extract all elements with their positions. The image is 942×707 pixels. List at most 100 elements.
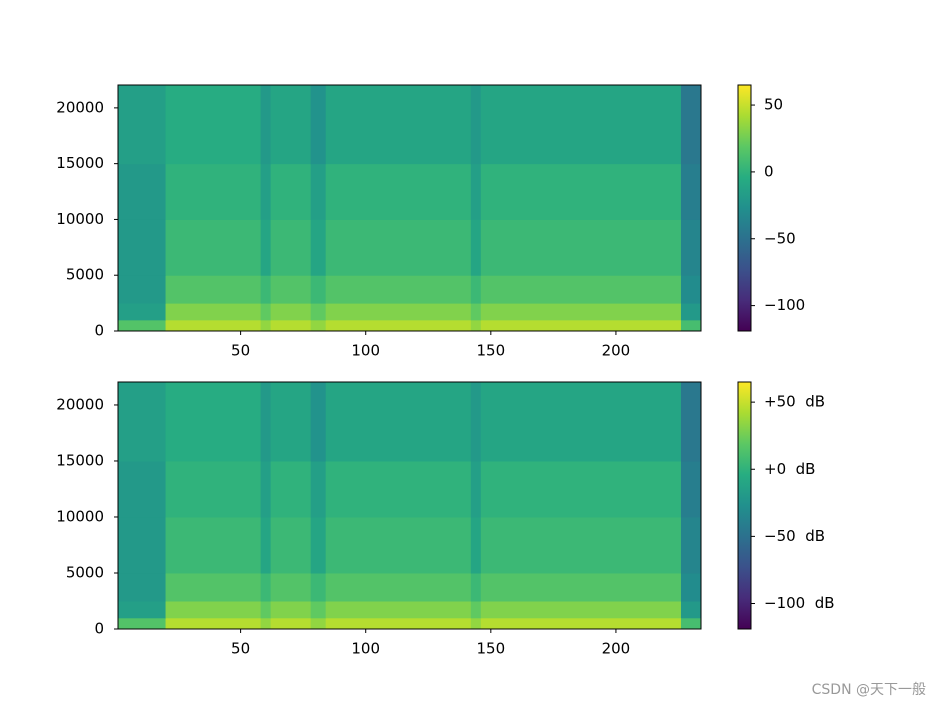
heatmap-cell <box>260 319 272 332</box>
heatmap-cell <box>325 319 472 332</box>
heatmap-cell <box>165 572 262 602</box>
heatmap-cell <box>165 85 262 165</box>
heatmap-cell <box>260 617 272 630</box>
heatmap-cell <box>118 319 167 332</box>
heatmap-cell <box>310 303 327 321</box>
heatmap-cell <box>310 600 327 619</box>
heatmap-cell <box>470 572 482 602</box>
y-tick-label: 15000 <box>56 154 104 172</box>
heatmap-cell <box>165 460 262 518</box>
heatmap-cell <box>118 516 167 574</box>
heatmap-cell <box>470 219 482 276</box>
heatmap-cell <box>310 460 327 518</box>
heatmap-cell <box>270 617 312 630</box>
heatmap-cell <box>480 460 682 518</box>
heatmap-cell <box>260 275 272 304</box>
heatmap-cell <box>480 163 682 220</box>
heatmap-cell <box>260 382 272 462</box>
colorbar-tick-label: +0 dB <box>764 460 815 478</box>
y-tick-label: 15000 <box>56 451 104 469</box>
heatmap-cell <box>470 460 482 518</box>
heatmap-cell <box>118 600 167 619</box>
heatmap-cell <box>310 163 327 220</box>
heatmap-cell <box>325 303 472 321</box>
heatmap-cell <box>118 163 167 220</box>
colorbar-tick-label: −100 dB <box>764 594 835 612</box>
heatmap-cell <box>310 382 327 462</box>
heatmap-cell <box>680 460 702 518</box>
y-tick-label: 20000 <box>56 98 104 116</box>
heatmap-cell <box>310 572 327 602</box>
heatmap-cell <box>325 85 472 165</box>
heatmap-cell <box>165 600 262 619</box>
heatmap-cell <box>325 275 472 304</box>
heatmap-cell <box>480 516 682 574</box>
heatmap-cell <box>260 163 272 220</box>
heatmap-cell <box>118 572 167 602</box>
heatmap-cell <box>680 617 702 630</box>
x-tick-label: 200 <box>602 342 631 360</box>
heatmap-cell <box>470 275 482 304</box>
heatmap-cell <box>680 163 702 220</box>
heatmap-cell <box>680 600 702 619</box>
heatmap-cell <box>118 275 167 304</box>
colorbar-tick-label: −100 <box>764 296 805 314</box>
heatmap-cell <box>325 163 472 220</box>
y-tick-label: 0 <box>94 322 104 340</box>
x-tick-label: 150 <box>476 640 505 658</box>
y-tick-label: 0 <box>94 620 104 638</box>
axes-frame <box>117 84 702 332</box>
heatmap-cell <box>470 600 482 619</box>
heatmap-cell <box>480 85 682 165</box>
heatmap-cell <box>260 600 272 619</box>
y-tick-label: 5000 <box>66 266 104 284</box>
heatmap-cell <box>310 516 327 574</box>
x-tick-label: 50 <box>231 342 250 360</box>
heatmap-cell <box>270 85 312 165</box>
heatmap-cell <box>270 572 312 602</box>
heatmap-cell <box>310 617 327 630</box>
heatmap-cell <box>470 303 482 321</box>
heatmap-cell <box>480 617 682 630</box>
heatmap-cell <box>118 617 167 630</box>
heatmap-cell <box>165 163 262 220</box>
heatmap-cell <box>270 516 312 574</box>
colorbar-tick-label: 0 <box>764 162 774 180</box>
heatmap-cell <box>480 319 682 332</box>
heatmap-cell <box>118 85 167 165</box>
heatmap-cell <box>260 219 272 276</box>
axes-frame <box>117 381 702 630</box>
heatmap-cell <box>165 516 262 574</box>
heatmap-cell <box>480 303 682 321</box>
heatmap-cell <box>325 516 472 574</box>
x-tick-label: 100 <box>351 640 380 658</box>
heatmap-cell <box>165 617 262 630</box>
heatmap-cell <box>680 382 702 462</box>
heatmap-cell <box>118 303 167 321</box>
heatmap-cell <box>325 600 472 619</box>
heatmap-cell <box>470 382 482 462</box>
heatmap-cell <box>118 460 167 518</box>
heatmap-cell <box>270 319 312 332</box>
heatmap-cell <box>270 460 312 518</box>
heatmap-cell <box>480 382 682 462</box>
heatmap-cell <box>325 460 472 518</box>
heatmap-cell <box>680 516 702 574</box>
heatmap-cell <box>310 275 327 304</box>
x-tick-label: 50 <box>231 640 250 658</box>
heatmap-cell <box>680 85 702 165</box>
heatmap-cell <box>260 460 272 518</box>
y-tick-label: 10000 <box>56 210 104 228</box>
heatmap-cell <box>270 163 312 220</box>
heatmap-cell <box>118 219 167 276</box>
heatmap-cell <box>260 572 272 602</box>
x-tick-label: 150 <box>476 342 505 360</box>
heatmap-cell <box>680 303 702 321</box>
heatmap-cell <box>480 219 682 276</box>
colorbar <box>737 381 752 630</box>
colorbar-tick-label: −50 dB <box>764 527 825 545</box>
heatmap-cell <box>165 219 262 276</box>
heatmap-cell <box>680 275 702 304</box>
y-tick-label: 20000 <box>56 395 104 413</box>
